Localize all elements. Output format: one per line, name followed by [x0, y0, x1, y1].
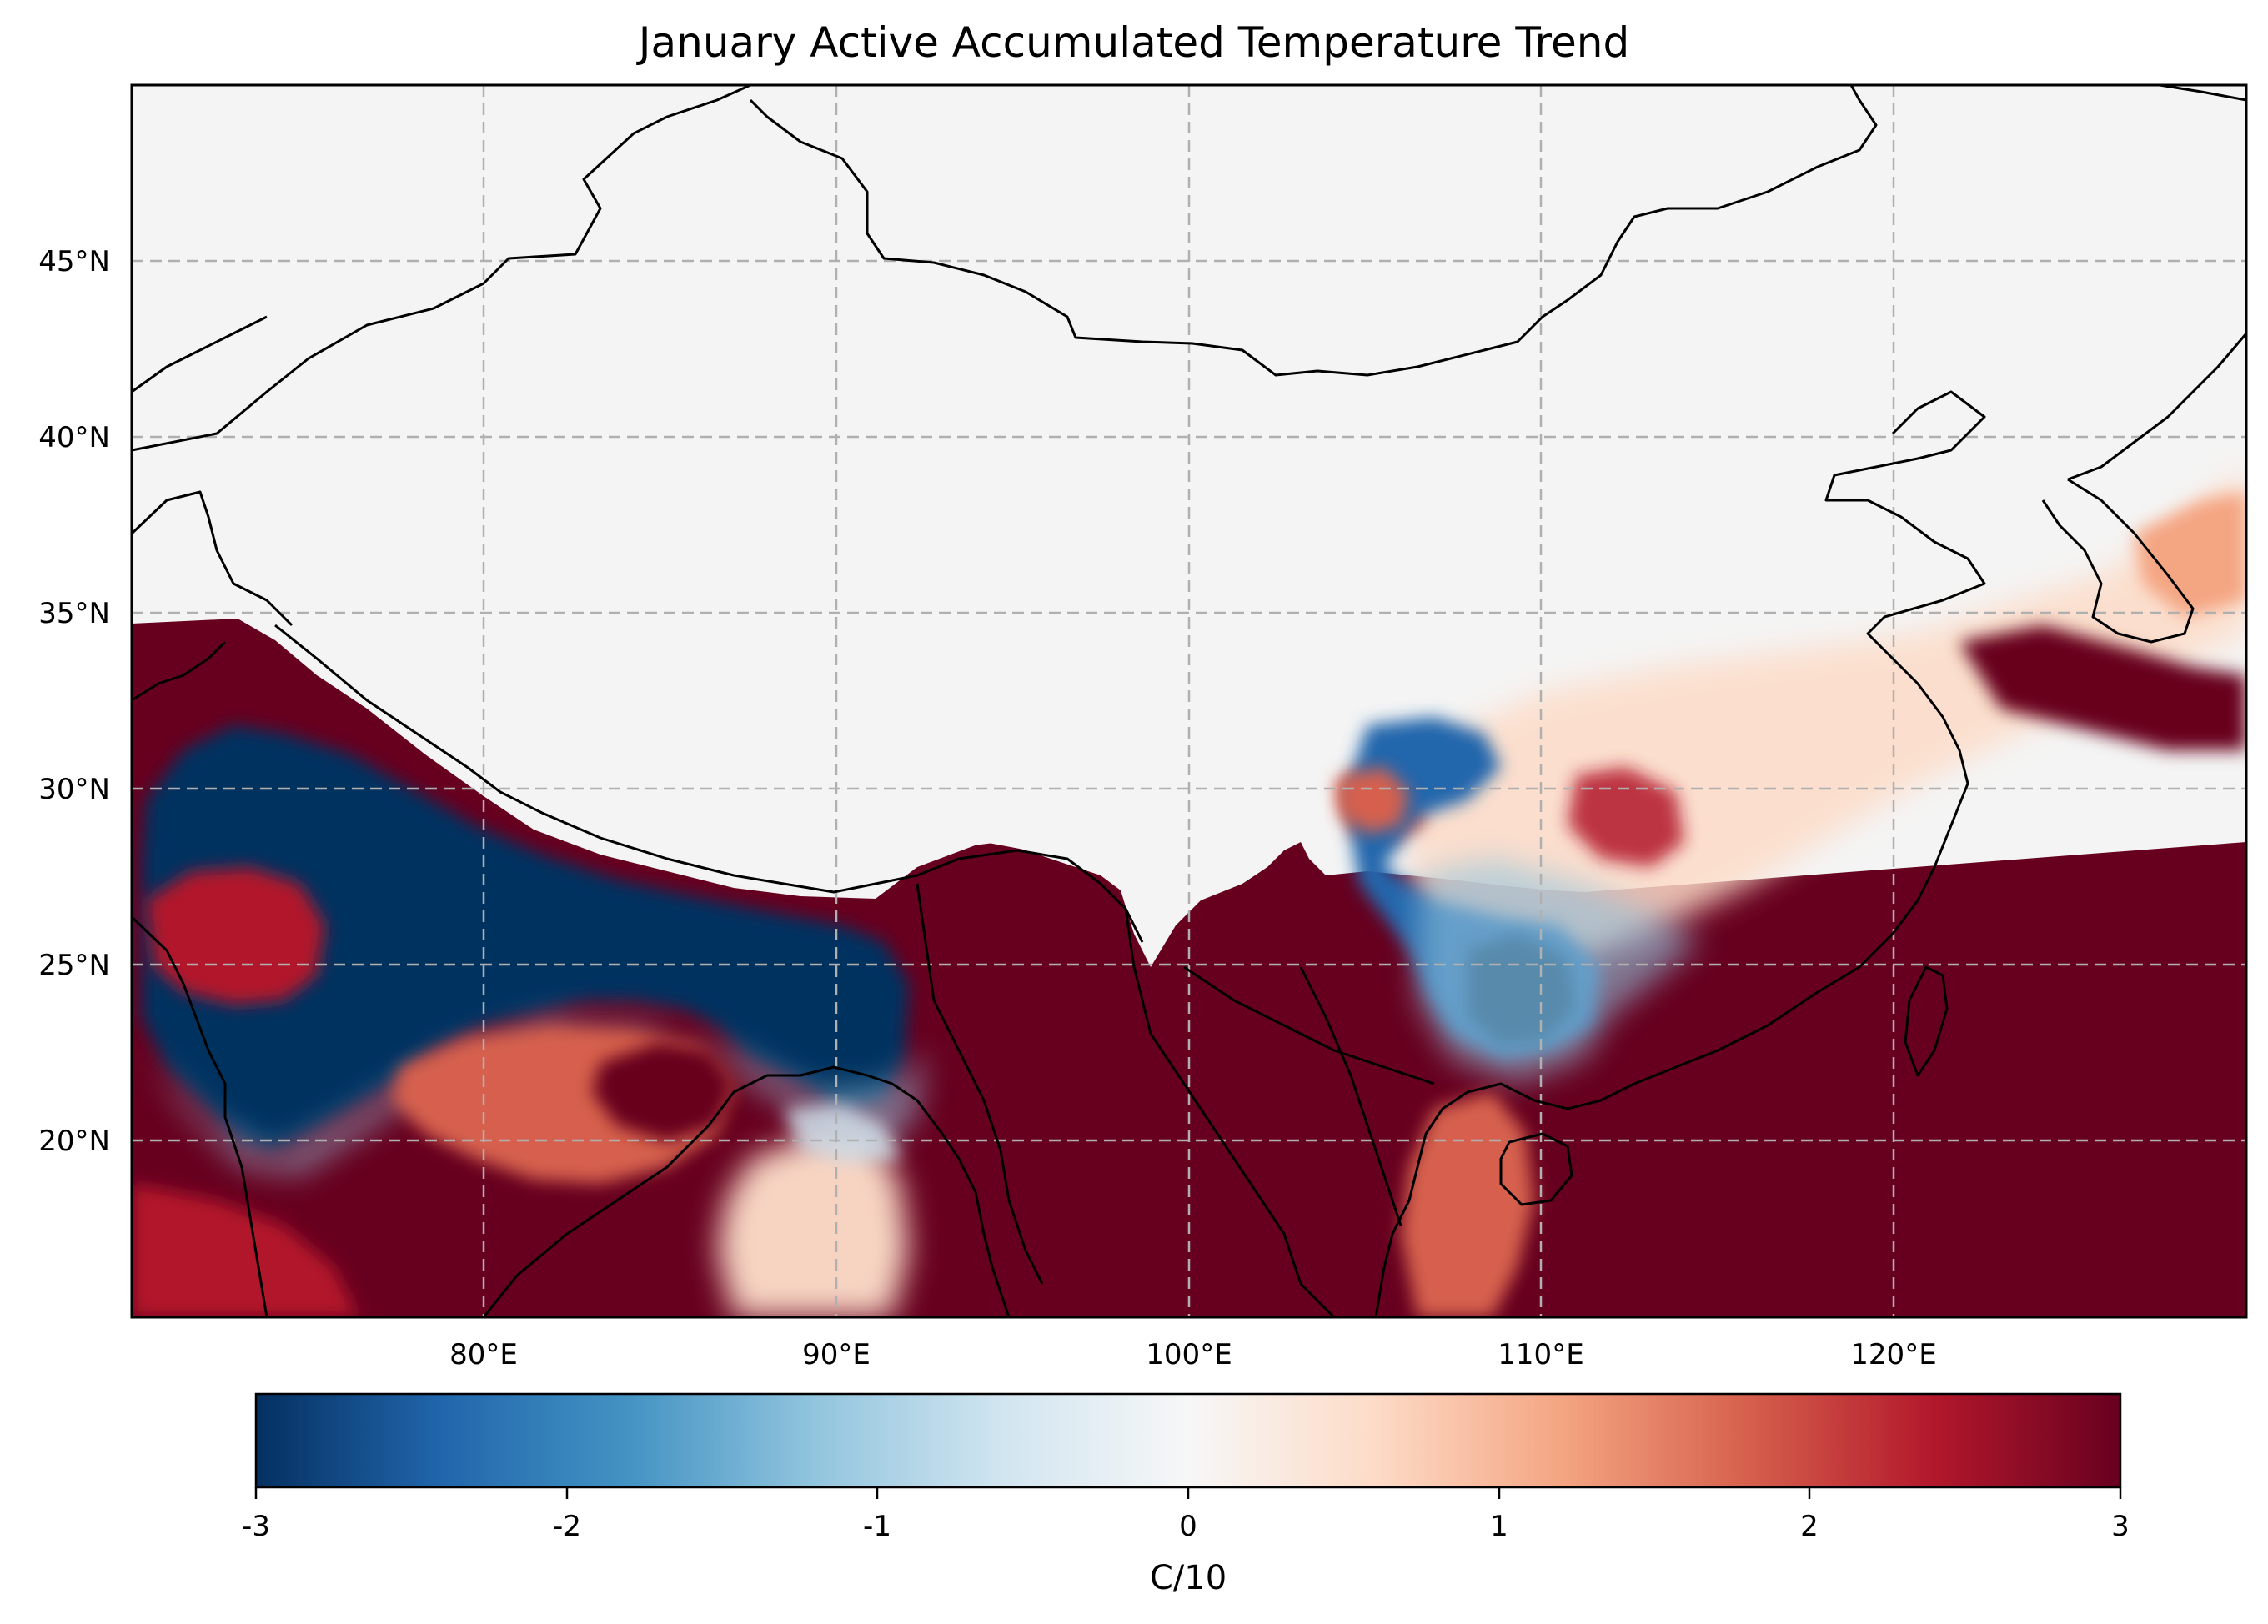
colorbar-tick-3: 3: [2111, 1510, 2130, 1543]
bay-of-bengal-neutral: [717, 1134, 909, 1317]
east-india-red-blob: [592, 1042, 734, 1142]
west-india-red-blob: [146, 867, 325, 1005]
korea-pink-patch: [2135, 492, 2246, 617]
lat-tick-labels: 45°N 40°N 35°N 30°N 25°N 20°N: [38, 245, 110, 1158]
korea-peninsula: [2041, 478, 2195, 644]
himalaya-border: [274, 624, 1144, 943]
colorbar-tick-1: 1: [1490, 1510, 1508, 1543]
lat-tick-40n: 40°N: [38, 421, 110, 454]
map-title: January Active Accumulated Temperature T…: [638, 18, 1630, 67]
hainan-island: [1499, 1132, 1573, 1206]
lon-tick-labels: 80°E 90°E 100°E 110°E 120°E: [449, 1338, 1937, 1371]
lat-tick-25n: 25°N: [38, 949, 110, 982]
coastlines-borders: [132, 85, 2246, 1317]
india-light-blue-fringe: [138, 1017, 926, 1175]
lat-tick-35n: 35°N: [38, 597, 110, 630]
india-west-coast: [132, 915, 268, 1317]
south-india-red: [132, 1184, 359, 1317]
ne-china-border: [2067, 85, 2246, 481]
colorbar: -3 -2 -1 0 1 2 3 C/10: [242, 1392, 2130, 1597]
gulf-of-tonkin-red: [1401, 1092, 1534, 1317]
colorbar-tick-2: 2: [1800, 1510, 1819, 1543]
colorbar-tick-marks: [254, 1487, 2122, 1499]
india-blue-region: [142, 725, 909, 1150]
china-north-border: [132, 85, 1878, 452]
colorbar-tick-neg2: -2: [553, 1510, 581, 1543]
lon-tick-110e: 110°E: [1498, 1338, 1583, 1371]
india-east-coast: [482, 1065, 1011, 1317]
lon-tick-120e: 120°E: [1850, 1338, 1936, 1371]
bay-of-bengal-light-blue: [784, 1105, 901, 1163]
map-frame: [130, 83, 2248, 1319]
taiwan-island: [1904, 965, 1949, 1077]
colorbar-tick-labels: -3 -2 -1 0 1 2 3: [242, 1510, 2130, 1543]
lon-tick-90e: 90°E: [802, 1338, 871, 1371]
colorbar-tick-neg1: -1: [863, 1510, 891, 1543]
blue-region-red-hole: [1338, 767, 1409, 834]
colorbar-label: C/10: [1150, 1559, 1227, 1597]
lat-tick-45n: 45°N: [38, 245, 110, 278]
lat-tick-30n: 30°N: [38, 773, 110, 806]
gridlines: [132, 85, 2246, 1317]
west-borders: [132, 315, 294, 702]
lat-tick-20n: 20°N: [38, 1125, 110, 1158]
lon-tick-80e: 80°E: [449, 1338, 518, 1371]
trend-field: [132, 85, 2246, 1317]
colorbar-tick-neg3: -3: [242, 1510, 270, 1543]
jiangxi-red-patch: [1568, 767, 1684, 867]
colorbar-tick-0: 0: [1179, 1510, 1197, 1543]
south-china-light-blue-halo: [1418, 859, 1701, 1084]
indochina-borders: [916, 883, 1435, 1317]
lon-tick-100e: 100°E: [1146, 1338, 1232, 1371]
korea-red-patch: [1959, 625, 2246, 750]
colorbar-gradient: [254, 1392, 2122, 1489]
bohai-korea-coast: [1374, 390, 1986, 1317]
